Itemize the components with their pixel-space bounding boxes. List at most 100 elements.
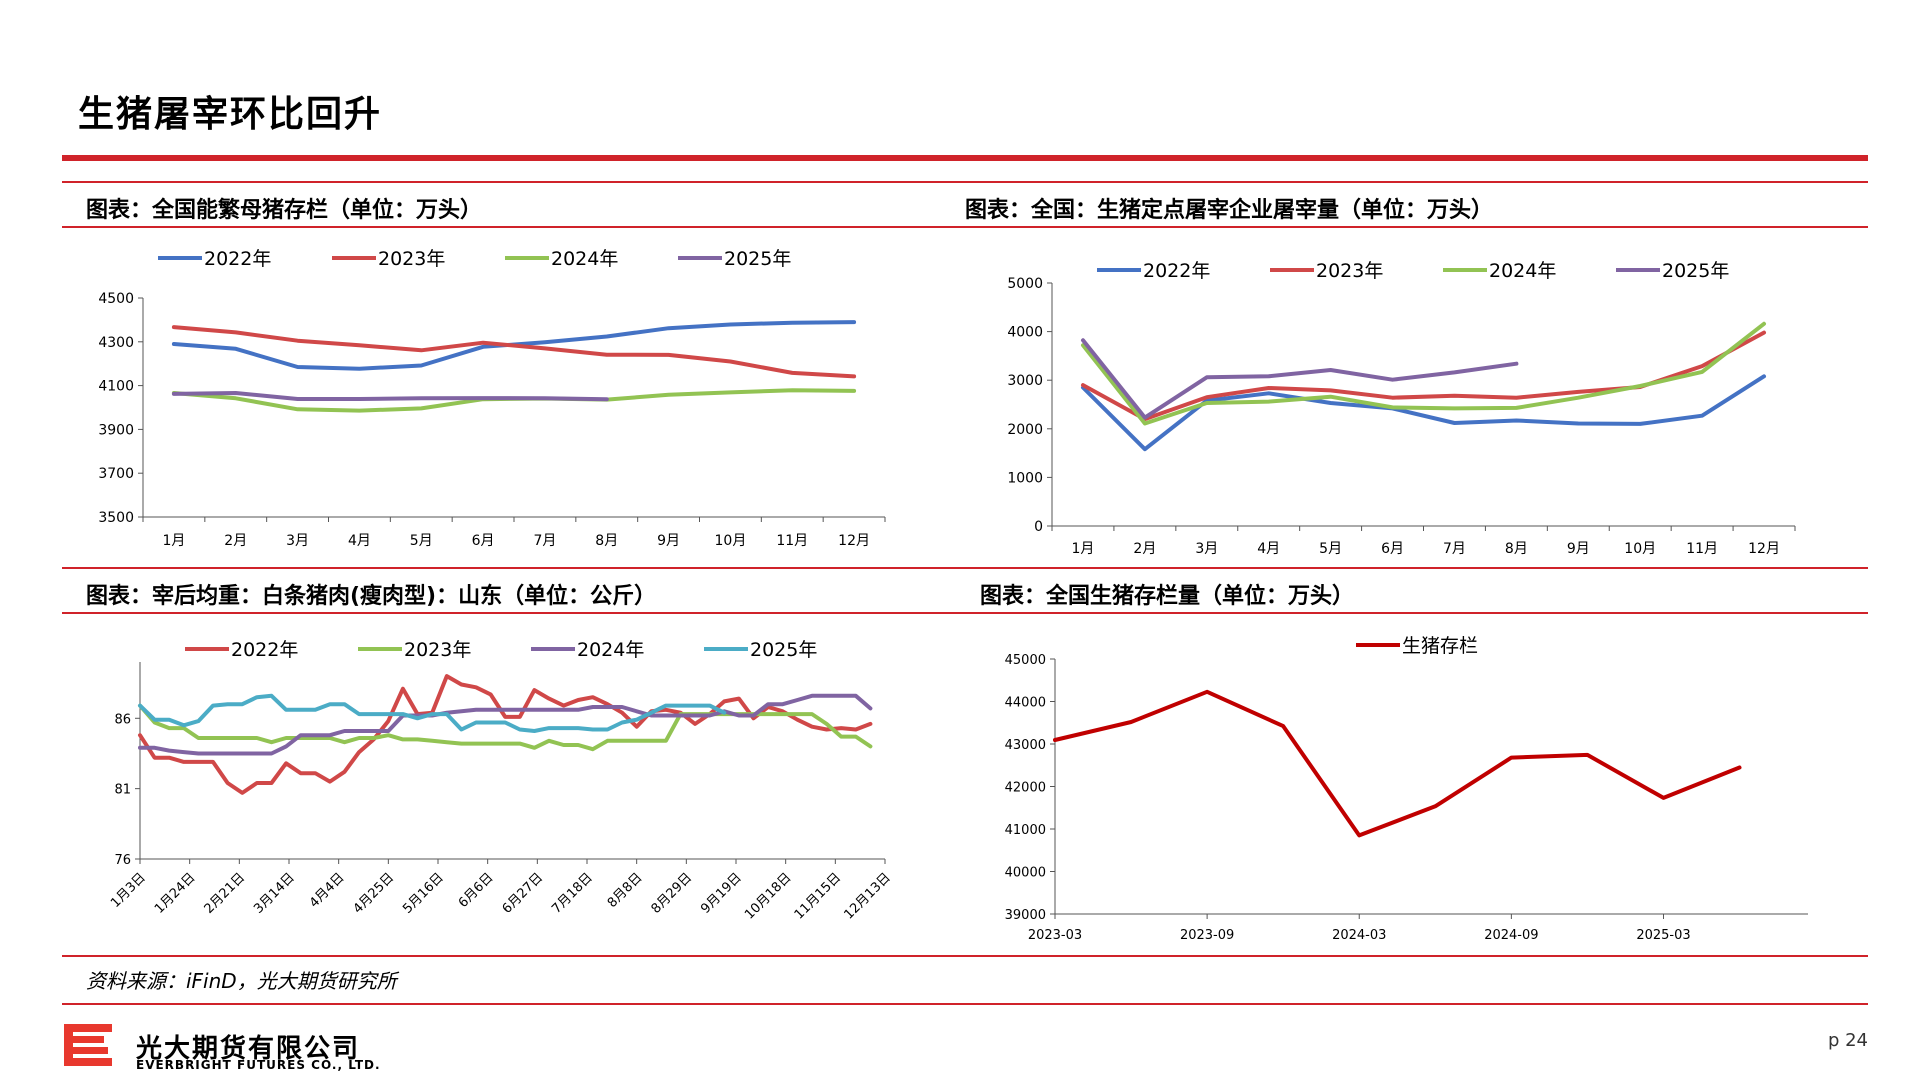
divider <box>62 955 1868 957</box>
x-tick-label: 5月 <box>410 533 433 549</box>
x-tick-label: 10月 <box>1624 541 1656 557</box>
y-tick-label: 81 <box>114 783 131 798</box>
x-tick-label: 2月 <box>224 533 247 549</box>
y-tick-label: 1000 <box>1007 470 1043 486</box>
legend-label: 2023年 <box>404 639 471 661</box>
x-tick-label: 2月 <box>1133 541 1156 557</box>
series-line <box>171 388 857 413</box>
y-tick-label: 4100 <box>98 379 134 395</box>
x-tick-label: 11月 <box>1686 541 1718 557</box>
x-tick-label: 3月14日 <box>251 870 298 917</box>
x-tick-label: 2月21日 <box>202 870 249 917</box>
source-note: 资料来源：iFinD，光大期货研究所 <box>86 969 397 993</box>
company-name-cn: 光大期货有限公司 <box>136 1034 361 1064</box>
y-tick-label: 86 <box>114 712 131 727</box>
legend-label: 2025年 <box>1662 260 1729 282</box>
x-tick-label: 10月18日 <box>742 870 794 922</box>
x-tick-label: 6月27日 <box>500 870 547 917</box>
x-tick-label: 2025-03 <box>1636 928 1690 943</box>
y-tick-label: 4500 <box>98 291 134 307</box>
series-line <box>1081 321 1766 426</box>
x-tick-label: 1月 <box>1071 541 1094 557</box>
x-tick-label: 4月 <box>348 533 371 549</box>
x-tick-label: 2024-09 <box>1484 928 1538 943</box>
series-line <box>171 325 857 379</box>
panel-title: 图表：宰后均重：白条猪肉(瘦肉型)：山东（单位：公斤） <box>86 584 657 609</box>
series-line <box>138 693 873 756</box>
x-tick-label: 9月 <box>657 533 680 549</box>
y-tick-label: 2000 <box>1007 422 1043 438</box>
x-tick-label: 6月6日 <box>456 870 497 911</box>
legend-label: 2025年 <box>724 248 791 270</box>
x-tick-label: 8月 <box>1505 541 1528 557</box>
y-tick-label: 44000 <box>1005 696 1046 711</box>
legend-label: 2024年 <box>577 639 644 661</box>
panel-title: 图表：全国能繁母猪存栏（单位：万头） <box>86 198 483 223</box>
legend-label: 2023年 <box>1316 260 1383 282</box>
x-tick-label: 3月 <box>286 533 309 549</box>
x-tick-label: 12月13日 <box>841 870 893 922</box>
y-tick-label: 3900 <box>98 422 134 438</box>
y-tick-label: 40000 <box>1005 866 1046 881</box>
x-tick-label: 1月 <box>162 533 185 549</box>
series-line <box>1081 338 1519 420</box>
series-line <box>171 391 609 402</box>
divider <box>62 612 1868 614</box>
y-tick-label: 3500 <box>98 510 134 526</box>
x-tick-label: 5月16日 <box>400 870 447 917</box>
legend-label: 生猪存栏 <box>1402 635 1478 657</box>
series-line <box>138 693 727 733</box>
y-tick-label: 3700 <box>98 466 134 482</box>
divider <box>62 181 1868 183</box>
x-tick-label: 11月 <box>776 533 808 549</box>
x-tick-label: 6月 <box>1381 541 1404 557</box>
panel-title: 图表：全国：生猪定点屠宰企业屠宰量（单位：万头） <box>965 198 1494 223</box>
y-tick-label: 43000 <box>1005 738 1046 753</box>
company-logo-icon <box>64 1024 112 1066</box>
y-tick-label: 0 <box>1034 519 1043 535</box>
x-tick-label: 12月 <box>838 533 870 549</box>
legend-label: 2025年 <box>750 639 817 661</box>
x-tick-label: 9月 <box>1567 541 1590 557</box>
y-tick-label: 76 <box>114 853 131 868</box>
legend-label: 2023年 <box>378 248 445 270</box>
x-tick-label: 7月 <box>1443 541 1466 557</box>
y-tick-label: 4300 <box>98 335 134 351</box>
x-tick-label: 6月 <box>472 533 495 549</box>
y-tick-label: 39000 <box>1005 908 1046 923</box>
panel-title: 图表：全国生猪存栏量（单位：万头） <box>980 584 1355 609</box>
company-name-en: EVERBRIGHT FUTURES CO., LTD. <box>136 1058 381 1072</box>
page-title: 生猪屠宰环比回升 <box>78 94 383 135</box>
x-tick-label: 4月25日 <box>351 870 398 917</box>
x-tick-label: 1月24日 <box>152 870 199 917</box>
x-tick-label: 7月 <box>533 533 556 549</box>
x-tick-label: 9月19日 <box>698 870 745 917</box>
series-line <box>1053 689 1742 838</box>
x-tick-label: 5月 <box>1319 541 1342 557</box>
x-tick-label: 4月4日 <box>307 870 348 911</box>
y-tick-label: 42000 <box>1005 781 1046 796</box>
legend-label: 2022年 <box>204 248 271 270</box>
legend-label: 2022年 <box>1143 260 1210 282</box>
x-tick-label: 8月29日 <box>649 870 696 917</box>
x-tick-label: 7月18日 <box>549 870 596 917</box>
y-tick-label: 45000 <box>1005 653 1046 668</box>
x-tick-label: 4月 <box>1257 541 1280 557</box>
x-tick-label: 10月 <box>715 533 747 549</box>
x-tick-label: 3月 <box>1195 541 1218 557</box>
y-tick-label: 5000 <box>1007 276 1043 292</box>
x-tick-label: 12月 <box>1748 541 1780 557</box>
divider <box>62 567 1868 569</box>
header-rule <box>62 155 1868 161</box>
x-tick-label: 2023-03 <box>1028 928 1082 943</box>
x-tick-label: 11月15日 <box>792 870 844 922</box>
x-tick-label: 2024-03 <box>1332 928 1386 943</box>
x-tick-label: 2023-09 <box>1180 928 1234 943</box>
series-line <box>1081 374 1766 452</box>
x-tick-label: 1月3日 <box>108 870 149 911</box>
series-line <box>138 674 873 795</box>
divider <box>62 226 1868 228</box>
y-tick-label: 3000 <box>1007 373 1043 389</box>
legend-label: 2022年 <box>231 639 298 661</box>
